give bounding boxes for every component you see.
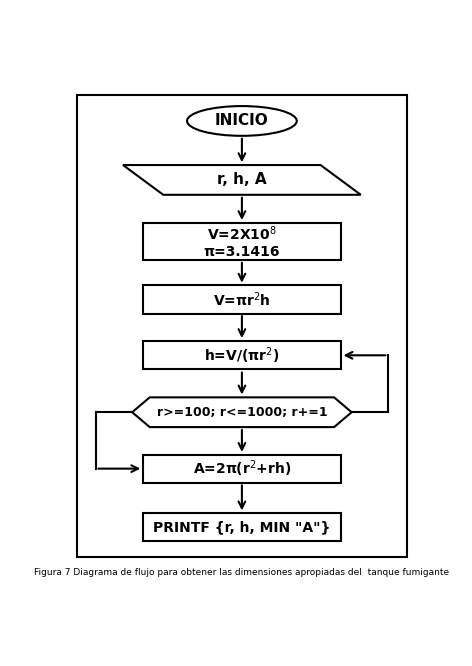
- Bar: [143, 341, 341, 370]
- Text: r, h, A: r, h, A: [217, 172, 267, 187]
- FancyBboxPatch shape: [77, 95, 406, 557]
- Text: h=V/(πr$^{2}$): h=V/(πr$^{2}$): [204, 345, 279, 366]
- Bar: [143, 454, 341, 483]
- Text: V=2X10$^{8}$
π=3.1416: V=2X10$^{8}$ π=3.1416: [203, 224, 280, 259]
- Bar: [143, 223, 341, 260]
- Text: PRINTF {r, h, MIN "A"}: PRINTF {r, h, MIN "A"}: [153, 520, 330, 534]
- Text: A=2π(r$^{2}$+rh): A=2π(r$^{2}$+rh): [193, 458, 291, 479]
- Text: Figura 7 Diagrama de flujo para obtener las dimensiones apropiadas del  tanque f: Figura 7 Diagrama de flujo para obtener …: [34, 567, 449, 577]
- Text: INICIO: INICIO: [215, 113, 269, 129]
- Polygon shape: [123, 165, 361, 194]
- Text: V=πr$^{2}$h: V=πr$^{2}$h: [213, 290, 271, 309]
- Bar: [143, 285, 341, 314]
- Polygon shape: [132, 398, 352, 427]
- Ellipse shape: [187, 106, 297, 136]
- Text: r>=100; r<=1000; r+=1: r>=100; r<=1000; r+=1: [157, 406, 327, 419]
- Bar: [143, 513, 341, 541]
